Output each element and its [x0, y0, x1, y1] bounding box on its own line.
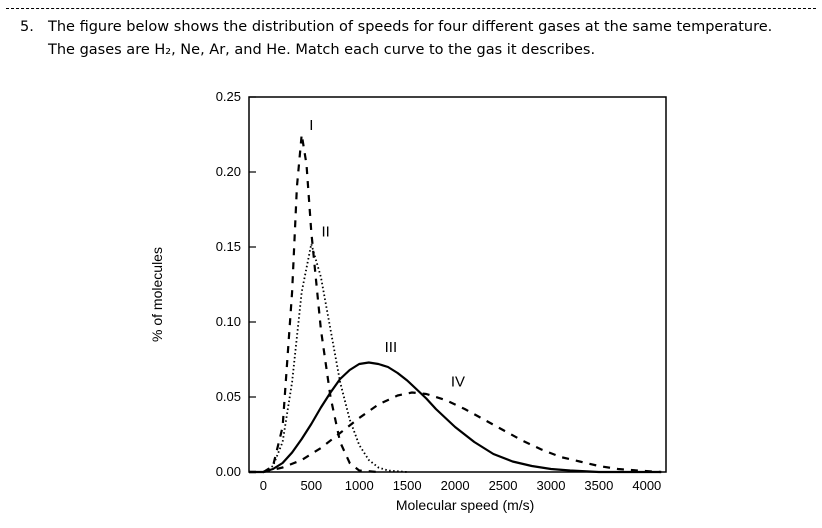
- curve-label-iii: III: [385, 339, 398, 356]
- y-tick-label: 0.15: [216, 239, 241, 254]
- question-line-1: The figure below shows the distribution …: [48, 19, 773, 35]
- curve-label-i: I: [309, 117, 313, 134]
- x-tick-label: 1000: [345, 478, 374, 493]
- x-tick-label: 2500: [489, 478, 518, 493]
- y-tick-label: 0.05: [216, 389, 241, 404]
- y-tick-label: 0.25: [216, 89, 241, 104]
- curves: [249, 133, 662, 474]
- top-dashed-rule: [6, 8, 816, 9]
- x-axis-ticks: 0 500 1000 1500 2000 2500 3000 3500 4000: [260, 478, 662, 493]
- y-axis-label: % of molecules: [149, 247, 165, 342]
- y-axis-ticks: 0.00 0.05 0.10 0.15 0.20 0.25: [216, 89, 256, 479]
- plot-frame: [248, 96, 667, 473]
- x-tick-label: 1500: [393, 478, 422, 493]
- curve-label-iv: IV: [451, 374, 465, 391]
- x-tick-label: 0: [260, 478, 267, 493]
- x-tick-label: 3000: [537, 478, 566, 493]
- curve-iv: [249, 391, 662, 474]
- x-axis-label: Molecular speed (m/s): [396, 497, 535, 513]
- x-tick-label: 3500: [584, 478, 613, 493]
- y-tick-label: 0.00: [216, 464, 241, 479]
- question-number: 5.: [20, 19, 34, 35]
- question-line-2: The gases are H₂, Ne, Ar, and He. Match …: [48, 42, 596, 58]
- x-tick-label: 2000: [441, 478, 470, 493]
- y-tick-label: 0.20: [216, 164, 241, 179]
- curve-label-ii: II: [322, 224, 330, 241]
- x-tick-label: 4000: [632, 478, 661, 493]
- y-tick-label: 0.10: [216, 314, 241, 329]
- curve-ii: [249, 243, 408, 473]
- x-tick-label: 500: [300, 478, 322, 493]
- curve-iii: [249, 361, 662, 474]
